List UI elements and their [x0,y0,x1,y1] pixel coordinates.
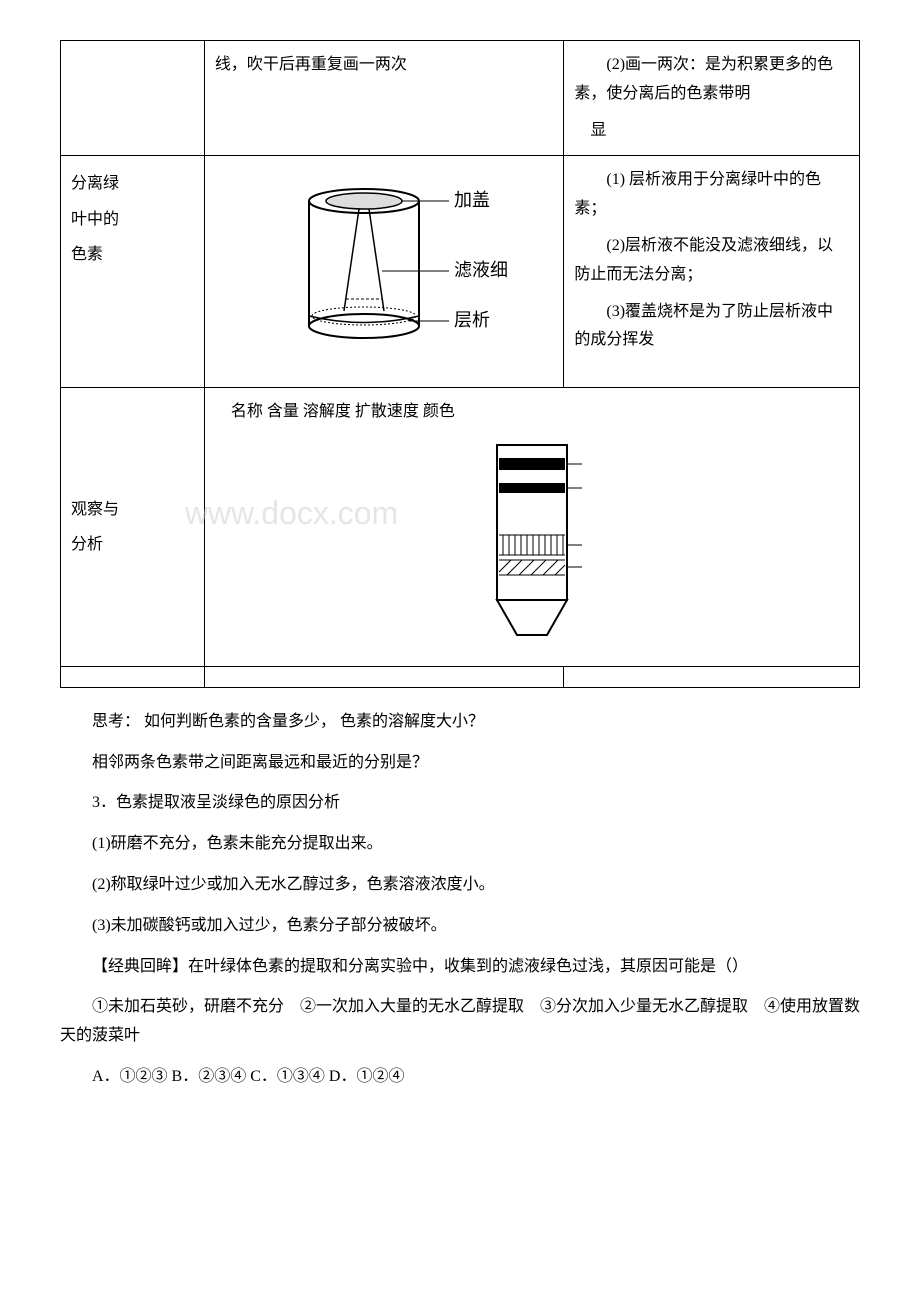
section3-p3: (3)未加碳酸钙或加入过少，色素分子部分被破坏。 [60,912,860,941]
cell-empty [61,41,205,156]
cell-notes: (1) 层析液用于分离绿叶中的色素； (2)层析液不能没及滤液细线，以防止而无法… [564,156,860,388]
cell-empty [204,666,564,687]
cell-step-name: 分离绿 叶中的 色素 [61,156,205,388]
cell-diagram: 加盖 滤液细 层析 [204,156,564,388]
document-body: 线，吹干后再重复画一两次 (2)画一两次：是为积累更多的色素，使分离后的色素带明… [60,40,860,1092]
example-intro: 【经典回眸】在叶绿体色素的提取和分离实验中，收集到的滤液绿色过浅，其原因可能是（… [60,953,860,982]
note-text: (1) 层析液用于分离绿叶中的色素； [574,166,849,224]
procedure-text: 线，吹干后再重复画一两次 [215,56,407,73]
chromatography-svg [457,440,607,640]
example-choices: ①未加石英砂，研磨不充分 ②一次加入大量的无水乙醇提取 ③分次加入少量无水乙醇提… [60,993,860,1051]
table-row: 线，吹干后再重复画一两次 (2)画一两次：是为积累更多的色素，使分离后的色素带明… [61,41,860,156]
watermark-text: www.docx.com [185,485,398,543]
step-label: 分析 [71,527,194,562]
section3-p1: (1)研磨不充分，色素未能充分提取出来。 [60,830,860,859]
note-text: (2)画一两次：是为积累更多的色素，使分离后的色素带明 [574,51,849,109]
note-text: (3)覆盖烧杯是为了防止层析液中的成分挥发 [574,298,849,356]
diagram-label: 层析 [454,310,490,330]
thinking-q1: 思考： 如何判断色素的含量多少， 色素的溶解度大小？ [60,708,860,737]
table-row: 分离绿 叶中的 色素 [61,156,860,388]
example-options: A．①②③ B．②③④ C．①③④ D．①②④ [60,1063,860,1092]
chromatography-header: 名称 含量 溶解度 扩散速度 颜色 [215,398,849,427]
cell-step-name: 观察与 分析 [61,388,205,667]
step-label: 叶中的 [71,202,194,237]
cell-chromatography: 名称 含量 溶解度 扩散速度 颜色 www.docx.com [204,388,859,667]
step-label: 观察与 [71,492,194,527]
thinking-q2: 相邻两条色素带之间距离最远和最近的分别是？ [60,749,860,778]
note-text: (2)层析液不能没及滤液细线，以防止而无法分离； [574,232,849,290]
beaker-diagram: 加盖 滤液细 层析 [215,166,554,377]
table-row: 观察与 分析 名称 含量 溶解度 扩散速度 颜色 www.docx.com [61,388,860,667]
table-row [61,666,860,687]
beaker-svg: 加盖 滤液细 层析 [254,171,514,361]
cell-empty [564,666,860,687]
step-label: 分离绿 [71,166,194,201]
section3-p2: (2)称取绿叶过少或加入无水乙醇过多，色素溶液浓度小。 [60,871,860,900]
note-text: 显 [574,117,849,146]
experiment-table: 线，吹干后再重复画一两次 (2)画一两次：是为积累更多的色素，使分离后的色素带明… [60,40,860,688]
cell-notes: (2)画一两次：是为积累更多的色素，使分离后的色素带明 显 [564,41,860,156]
cell-empty [61,666,205,687]
chromatography-diagram: www.docx.com [215,435,849,656]
diagram-label: 滤液细 [454,260,508,280]
diagram-label: 加盖 [454,190,490,210]
cell-procedure: 线，吹干后再重复画一两次 [204,41,564,156]
step-label: 色素 [71,237,194,272]
section3-title: 3．色素提取液呈淡绿色的原因分析 [60,789,860,818]
